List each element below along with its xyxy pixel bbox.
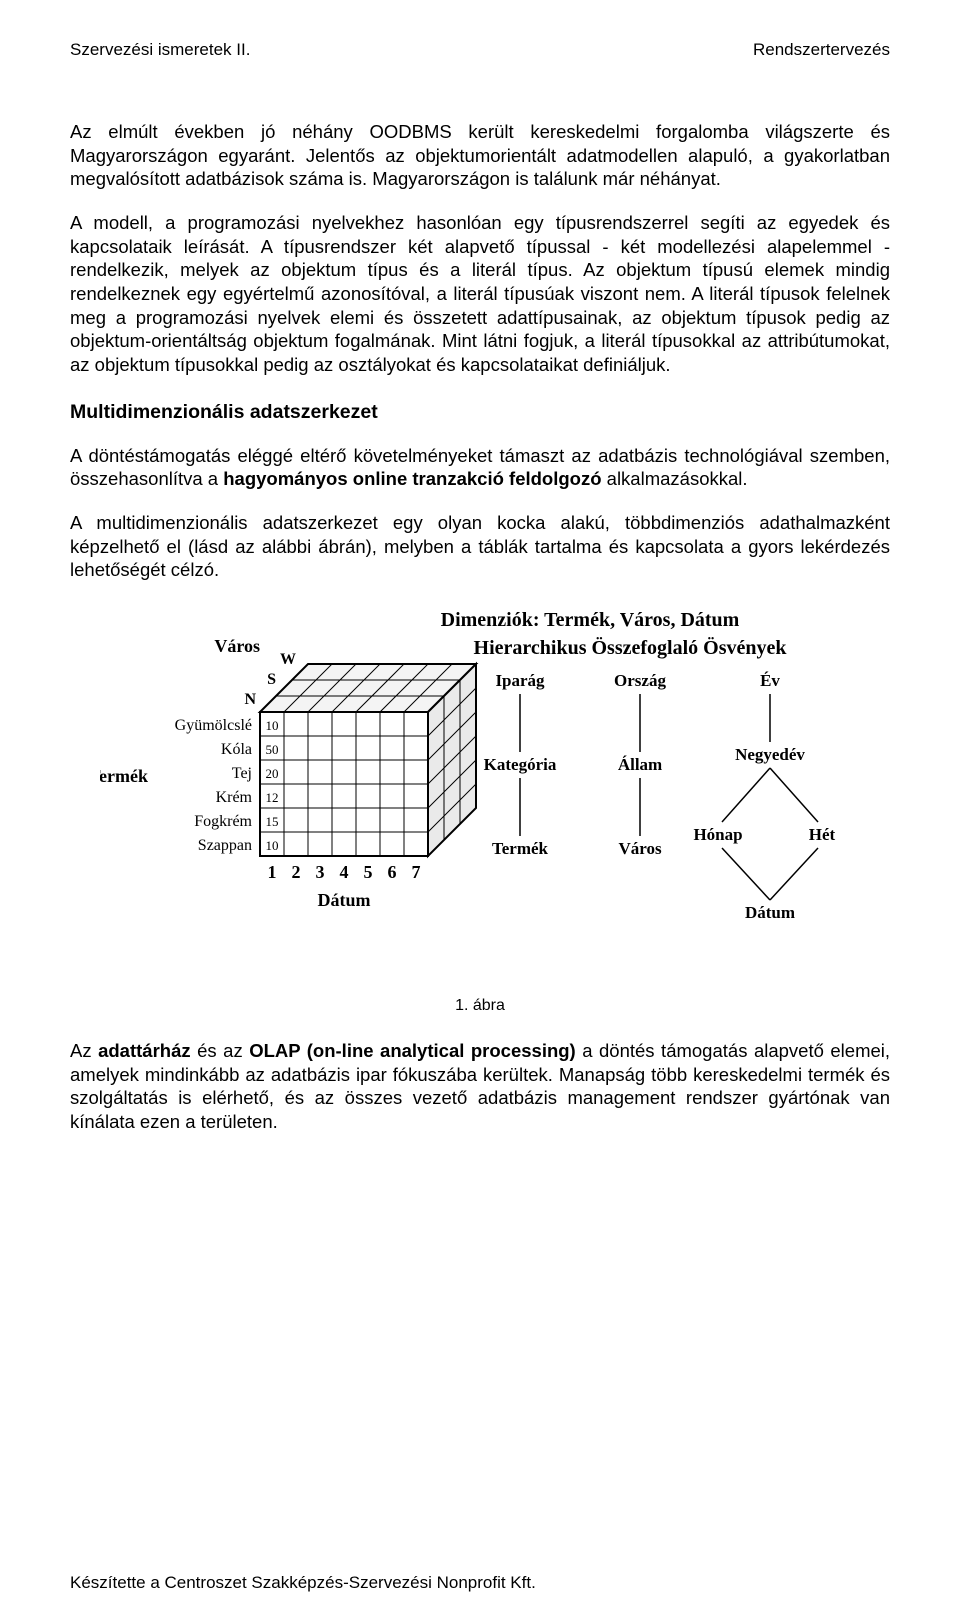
val-5: 10 [266, 838, 279, 853]
t1-0: Iparág [495, 671, 545, 690]
val-2: 20 [266, 766, 279, 781]
p3-bold: hagyományos online tranzakció feldolgozó [223, 468, 601, 489]
val-3: 12 [266, 790, 279, 805]
p5-mid1: és az [191, 1040, 250, 1061]
t3-bottom: Dátum [745, 903, 795, 922]
t1-2: Termék [492, 839, 549, 858]
axis-city-label: Város [214, 636, 260, 656]
tree-1: Iparág Kategória Termék [484, 671, 557, 858]
city-w: W [280, 651, 296, 668]
figure-1: Dimenziók: Termék, Város, Dátum Hierarch… [70, 602, 890, 987]
t3-top: Év [760, 671, 780, 690]
page-header: Szervezési ismeretek II. Rendszertervezé… [70, 40, 890, 60]
tree-2: Ország Állam Város [614, 671, 666, 858]
paragraph-3: A döntéstámogatás eléggé eltérő követelm… [70, 444, 890, 491]
p5-b2: OLAP (on-line analytical processing) [249, 1040, 576, 1061]
fig-title: Dimenziók: Termék, Város, Dátum [441, 609, 740, 631]
dt-1: 1 [268, 862, 277, 882]
dt-3: 3 [316, 862, 325, 882]
val-1: 50 [266, 742, 279, 757]
axis-product-label: Termék [100, 766, 148, 786]
t3-right: Hét [809, 825, 836, 844]
page: Szervezési ismeretek II. Rendszertervezé… [0, 0, 960, 1617]
fig-subtitle: Hierarchikus Összefoglaló Ösvények [474, 636, 788, 659]
paragraph-5: Az adattárház és az OLAP (on-line analyt… [70, 1039, 890, 1134]
dt-7: 7 [412, 862, 421, 882]
cube-front [260, 712, 428, 856]
prod-1: Kóla [221, 741, 252, 758]
city-s: S [267, 671, 276, 688]
cube-group: Város W S N Gyümölcslé Kóla Tej Krém Fog… [100, 636, 476, 910]
p5-pre1: Az [70, 1040, 98, 1061]
t2-0: Ország [614, 671, 666, 690]
cube-diagram-svg: Dimenziók: Termék, Város, Dátum Hierarch… [100, 602, 860, 982]
val-0: 10 [266, 718, 279, 733]
page-footer: Készítette a Centroszet Szakképzés-Szerv… [70, 1573, 536, 1593]
prod-2: Tej [232, 765, 252, 782]
prod-5: Szappan [198, 837, 252, 854]
prod-0: Gyümölcslé [175, 717, 252, 734]
dt-6: 6 [388, 862, 397, 882]
axis-date-label: Dátum [318, 890, 371, 910]
val-4: 15 [266, 814, 279, 829]
tree-3: Év Negyedév Hónap Hét Dátum [693, 671, 835, 922]
prod-4: Fogkrém [194, 813, 252, 830]
header-right: Rendszertervezés [753, 40, 890, 60]
t3-mid: Negyedév [735, 745, 805, 764]
t3-left: Hónap [693, 825, 742, 844]
city-n: N [244, 691, 256, 708]
t2-2: Város [618, 839, 662, 858]
header-left: Szervezési ismeretek II. [70, 40, 250, 60]
paragraph-4: A multidimenzionális adatszerkezet egy o… [70, 511, 890, 582]
p3-post: alkalmazásokkal. [602, 468, 748, 489]
dt-2: 2 [292, 862, 301, 882]
heading-multidim: Multidimenzionális adatszerkezet [70, 401, 890, 424]
prod-3: Krém [216, 789, 253, 806]
paragraph-1: Az elmúlt években jó néhány OODBMS kerül… [70, 120, 890, 191]
paragraph-2: A modell, a programozási nyelvekhez haso… [70, 211, 890, 377]
p5-b1: adattárház [98, 1040, 191, 1061]
figure-caption: 1. ábra [70, 997, 890, 1015]
dt-5: 5 [364, 862, 373, 882]
t1-1: Kategória [484, 755, 557, 774]
t2-1: Állam [618, 755, 662, 774]
dt-4: 4 [340, 862, 349, 882]
